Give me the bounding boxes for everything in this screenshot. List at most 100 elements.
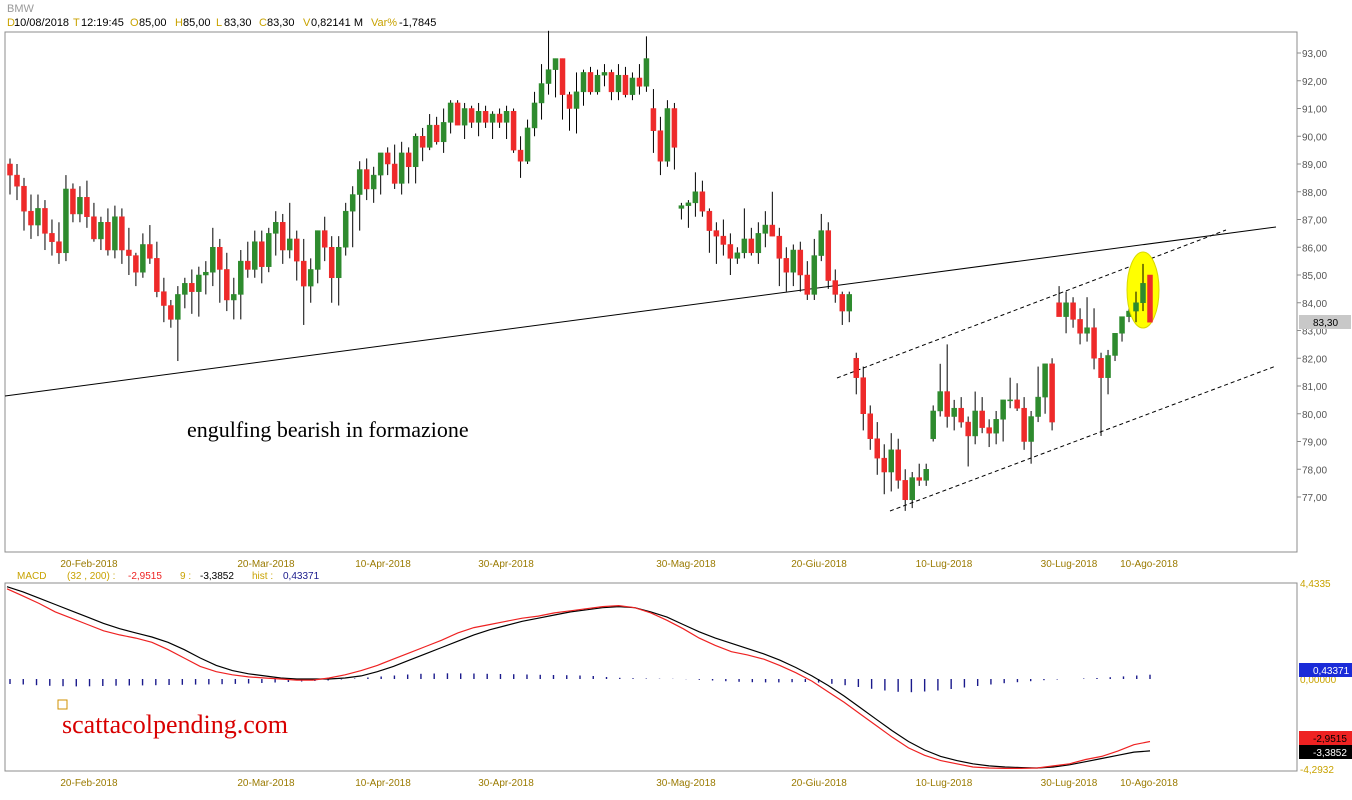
- candle-body: [741, 238, 748, 254]
- candle: [755, 222, 762, 264]
- candle-body: [405, 152, 412, 168]
- candle: [433, 116, 440, 145]
- candle-body: [126, 249, 132, 256]
- date-tick-label: 20-Giu-2018: [791, 778, 847, 789]
- date-tick-label: 20-Mar-2018: [237, 559, 295, 570]
- candle: [259, 230, 265, 284]
- candle: [916, 463, 922, 486]
- watermark-text: scattacolpending.com: [62, 710, 288, 739]
- candle: [447, 100, 454, 134]
- candle-body: [356, 169, 363, 195]
- candle: [35, 194, 41, 237]
- candle: [1056, 286, 1062, 317]
- candle: [965, 416, 971, 467]
- candle: [314, 230, 321, 284]
- candle: [147, 225, 153, 264]
- candle: [881, 444, 887, 495]
- candle-body: [559, 58, 566, 95]
- symbol-label: BMW: [7, 3, 35, 15]
- candle-body: [1063, 302, 1069, 317]
- candle-body: [293, 238, 300, 262]
- candle-body: [119, 216, 125, 251]
- candle: [7, 158, 13, 195]
- candle-body: [280, 222, 286, 251]
- candle: [56, 222, 62, 264]
- macd-params: (32 , 200) :: [67, 571, 115, 582]
- candle: [335, 236, 342, 306]
- candle-body: [524, 127, 531, 162]
- candle: [531, 91, 538, 137]
- candle-body: [748, 238, 755, 254]
- candle-body: [1000, 399, 1006, 420]
- candle-body: [175, 294, 181, 320]
- candle-body: [958, 407, 964, 423]
- candle: [566, 91, 573, 131]
- candle: [210, 227, 216, 287]
- candle: [475, 102, 482, 137]
- candle-body: [496, 113, 503, 123]
- candle: [1140, 263, 1146, 312]
- candle: [468, 105, 475, 128]
- candle: [328, 236, 335, 303]
- candle: [811, 238, 818, 300]
- candle: [70, 183, 76, 223]
- hist-label: hist :: [252, 571, 273, 582]
- candle-body: [608, 72, 615, 93]
- candle: [601, 64, 608, 87]
- candle-body: [49, 233, 55, 242]
- candle: [196, 266, 202, 317]
- candle-body: [231, 294, 237, 301]
- candle: [482, 105, 489, 128]
- candle-body: [503, 111, 510, 123]
- date-tick-label: 30-Mag-2018: [656, 559, 716, 570]
- candle-body: [224, 269, 230, 301]
- candle-body: [664, 108, 671, 162]
- candle-body: [685, 202, 692, 206]
- close-value: 83,30: [267, 17, 295, 29]
- date-tick-label: 10-Apr-2018: [355, 778, 411, 789]
- candle: [524, 119, 531, 164]
- candle-body: [601, 72, 608, 76]
- candle-body: [895, 449, 901, 481]
- signal-label: 9 :: [180, 571, 191, 582]
- candle-body: [1077, 319, 1083, 334]
- candle: [440, 108, 447, 153]
- annotation-text: engulfing bearish in formazione: [187, 417, 469, 442]
- candle: [622, 66, 629, 98]
- candle-body: [622, 74, 629, 95]
- candle-body: [384, 152, 391, 165]
- candle: [587, 66, 594, 95]
- candle: [126, 227, 132, 275]
- macd-axis-top: 4,4335: [1300, 579, 1331, 590]
- candle: [496, 108, 503, 128]
- candle: [664, 100, 671, 167]
- price-tick-label: 78,00: [1302, 465, 1327, 476]
- candle: [895, 438, 901, 489]
- channel-upper-line: [836, 229, 1227, 379]
- candle: [363, 158, 370, 201]
- date-tick-label: 30-Mag-2018: [656, 778, 716, 789]
- candle-body: [391, 163, 398, 184]
- candle-body: [1042, 363, 1048, 398]
- candle: [580, 69, 587, 106]
- candle-body: [147, 244, 153, 259]
- candle-body: [363, 169, 370, 190]
- candle-body: [853, 358, 860, 378]
- candle: [231, 277, 237, 320]
- candle-body: [818, 230, 825, 256]
- candle-body: [1035, 396, 1041, 417]
- hist-tag: [1299, 663, 1352, 677]
- candle-body: [797, 249, 804, 276]
- candle-body: [84, 197, 90, 217]
- candle-body: [35, 208, 41, 226]
- candle: [238, 250, 244, 320]
- candle: [636, 64, 643, 95]
- candle: [287, 202, 293, 259]
- date-tick-label: 30-Lug-2018: [1041, 559, 1098, 570]
- candle-body: [307, 269, 314, 287]
- candle: [734, 247, 741, 264]
- candle: [608, 69, 615, 101]
- long-term-trendline: [4, 226, 1277, 397]
- candle-body: [1091, 327, 1097, 359]
